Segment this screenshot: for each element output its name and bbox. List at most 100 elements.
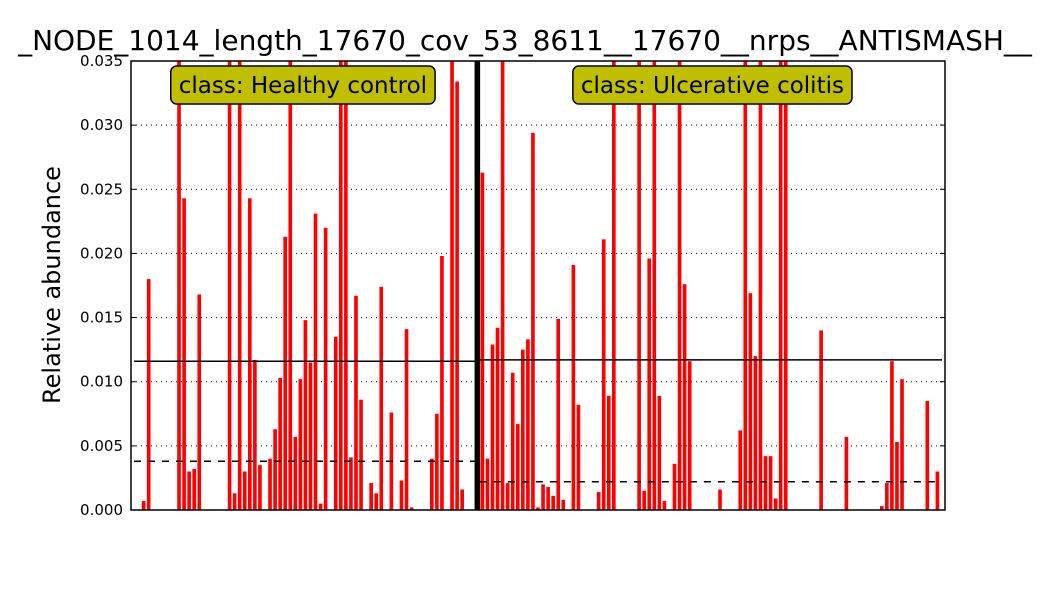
bar — [440, 255, 444, 510]
bar — [778, 61, 783, 510]
bar — [763, 456, 768, 510]
y-tick-label: 0.005 — [80, 437, 123, 455]
bar — [253, 359, 257, 510]
bar — [672, 463, 677, 510]
bar — [192, 468, 197, 510]
bar — [606, 395, 611, 510]
bar — [541, 484, 545, 510]
bar — [743, 61, 748, 510]
y-tick-label: 0.000 — [80, 501, 123, 519]
bar — [900, 379, 904, 510]
bar — [647, 258, 652, 510]
bar — [596, 492, 601, 510]
bar — [576, 404, 581, 510]
bar — [637, 61, 641, 510]
bar — [359, 399, 363, 510]
bar — [526, 339, 530, 510]
bar — [505, 483, 510, 510]
bar — [369, 483, 373, 510]
bar — [768, 456, 773, 510]
class-label-background — [169, 65, 436, 105]
bar — [885, 483, 889, 510]
y-tick-label: 0.035 — [80, 52, 123, 70]
bar — [333, 336, 338, 510]
bar — [895, 442, 899, 510]
y-tick-label: 0.025 — [80, 180, 123, 198]
bar — [141, 501, 146, 510]
bar — [819, 330, 823, 510]
grid-lines — [131, 124, 945, 447]
bar — [758, 61, 763, 510]
bar — [273, 429, 277, 510]
y-axis-label: Relative abundance — [38, 166, 66, 404]
bar — [374, 493, 379, 510]
bar — [844, 436, 849, 510]
bars — [141, 61, 940, 511]
bar — [338, 61, 343, 510]
bar — [657, 395, 662, 510]
bar — [687, 361, 692, 510]
bar — [783, 61, 788, 510]
class-labels: class: Healthy control class: Ulcerative … — [169, 65, 853, 105]
bar — [925, 400, 930, 510]
bar — [662, 501, 667, 510]
bar — [298, 379, 303, 510]
bar — [612, 61, 616, 510]
bar — [935, 471, 940, 510]
bar — [399, 480, 404, 510]
bar — [890, 361, 894, 510]
y-axis-ticks: 0.000 0.005 0.010 0.015 0.020 0.025 0.030 0.035 — [80, 52, 945, 519]
bar — [349, 457, 353, 510]
bar — [521, 349, 525, 510]
bar — [435, 413, 439, 510]
bar — [293, 436, 298, 510]
class-divider — [474, 61, 481, 510]
bar — [480, 172, 485, 510]
bar — [571, 264, 576, 510]
class-label-box: class: Ulcerative colitis — [572, 65, 853, 105]
bar — [430, 458, 434, 510]
bar — [197, 294, 202, 510]
bar — [556, 318, 561, 510]
bar — [242, 471, 247, 510]
bar — [773, 498, 778, 510]
class-label-text: class: Ulcerative colitis — [581, 73, 844, 99]
bar — [485, 458, 490, 510]
bar — [232, 493, 237, 510]
bar — [288, 61, 293, 510]
bar — [227, 61, 232, 510]
bar — [718, 489, 722, 510]
bar — [551, 495, 555, 510]
bar — [682, 284, 687, 510]
y-tick-label: 0.010 — [80, 373, 123, 391]
class-label-box: class: Healthy control — [169, 65, 436, 105]
bar — [303, 320, 308, 510]
class-label-background — [572, 65, 853, 105]
y-tick-label: 0.020 — [80, 244, 123, 262]
bar — [268, 458, 272, 510]
reference-lines — [134, 359, 942, 483]
bar — [561, 499, 566, 510]
y-tick-label: 0.030 — [80, 116, 123, 134]
bar — [510, 372, 515, 510]
bar — [344, 61, 348, 510]
bar — [318, 503, 323, 510]
bar — [495, 327, 500, 510]
bar — [460, 489, 464, 510]
bar — [354, 295, 358, 510]
bar — [187, 471, 191, 510]
bar — [642, 490, 646, 510]
bar — [308, 362, 313, 510]
bar — [177, 61, 181, 510]
bar — [146, 279, 151, 510]
bar — [237, 61, 242, 510]
bar — [879, 506, 884, 510]
plot-frame — [130, 60, 946, 511]
bar — [753, 356, 758, 510]
class-label-text: class: Healthy control — [179, 73, 427, 99]
bar — [247, 198, 252, 510]
bar — [546, 486, 550, 510]
bar — [323, 227, 328, 510]
bar — [601, 239, 606, 510]
